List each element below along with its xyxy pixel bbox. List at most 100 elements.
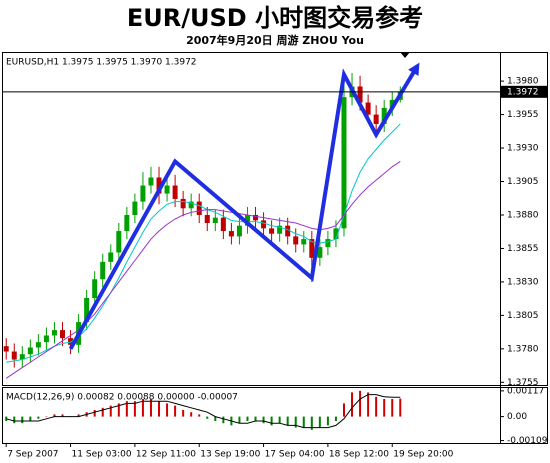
macd-bar <box>53 414 56 417</box>
candle-body <box>11 351 17 360</box>
macd-bar <box>141 399 144 417</box>
macd-bar <box>77 414 80 417</box>
y-tick-label: 1.3855 <box>507 244 539 254</box>
macd-bar <box>13 416 16 424</box>
x-tick-label: 18 Sep 12:00 <box>329 450 389 460</box>
y-tick-label: 1.3980 <box>507 77 539 87</box>
macd-bar <box>278 416 281 424</box>
x-tick-label: 7 Sep 2007 <box>7 450 58 460</box>
candle-body <box>365 102 371 115</box>
shift-marker <box>400 52 410 58</box>
macd-bar <box>351 392 354 417</box>
candle-body <box>51 330 57 336</box>
moving-average <box>5 161 401 379</box>
candle-body <box>309 239 315 258</box>
macd-bar <box>375 396 378 417</box>
candle-body <box>204 214 210 224</box>
y-tick-label: 1.3830 <box>507 277 539 287</box>
candle-body <box>100 261 106 280</box>
macd-bar <box>310 416 313 430</box>
candle-body <box>357 86 363 103</box>
main-label: EURUSD,H1 1.3975 1.3975 1.3970 1.3972 <box>6 58 197 68</box>
candle-body <box>269 228 275 234</box>
x-tick-label: 11 Sep 03:00 <box>72 450 132 460</box>
macd-bar <box>101 407 104 417</box>
macd-bar <box>61 414 64 417</box>
candle-body <box>180 198 186 209</box>
candle-body <box>228 231 234 237</box>
macd-bar <box>133 401 136 417</box>
candle-body <box>156 177 162 194</box>
macd-bar <box>45 416 48 418</box>
candle-body <box>244 214 250 226</box>
candle-body <box>301 239 307 245</box>
candle-body <box>27 347 33 355</box>
macd-bar <box>391 399 394 417</box>
y-tick-label: 1.3905 <box>507 177 539 187</box>
macd-bar <box>166 403 169 417</box>
macd-bar <box>383 399 386 417</box>
macd-bar <box>342 403 345 417</box>
y-tick-label: 1.3880 <box>507 210 539 220</box>
main-frame <box>2 52 548 386</box>
candle-body <box>148 177 154 186</box>
candle-body <box>19 354 25 360</box>
macd-bar <box>117 403 120 417</box>
candle-body <box>277 225 283 234</box>
candle-body <box>236 225 242 237</box>
x-tick-label: 12 Sep 11:00 <box>136 450 196 460</box>
y-tick-label: 0.00 <box>507 412 527 422</box>
candle-body <box>212 217 218 224</box>
y-tick-label: -0.00109 <box>507 436 548 446</box>
candle-body <box>164 185 170 194</box>
current-price-box <box>501 85 547 98</box>
candle-body <box>92 279 98 298</box>
candle-body <box>3 346 9 352</box>
candle-body <box>196 201 202 215</box>
y-tick-label: 1.3805 <box>507 311 539 321</box>
candle-body <box>116 231 122 253</box>
x-tick-label: 13 Sep 19:00 <box>200 450 260 460</box>
macd-bar <box>21 416 24 424</box>
candle-body <box>84 297 90 323</box>
candle-body <box>43 335 49 343</box>
zigzag-annotation <box>68 62 420 350</box>
candle-body <box>60 330 66 339</box>
macd-bar <box>238 416 241 424</box>
macd-label: MACD(12,26,9) 0.00082 0.00088 0.00000 -0… <box>6 393 238 403</box>
macd-bar <box>399 398 402 417</box>
candle-body <box>325 239 331 248</box>
candle-body <box>108 252 114 262</box>
macd-bar <box>334 416 337 421</box>
macd-bar <box>367 392 370 417</box>
macd-bar <box>93 410 96 417</box>
macd-bar <box>149 399 152 417</box>
macd-bar <box>125 401 128 417</box>
macd-bar <box>359 390 362 417</box>
macd-bar <box>270 416 273 426</box>
y-tick-label: 1.3930 <box>507 144 539 154</box>
candle-body <box>293 236 299 245</box>
macd-bar <box>222 416 225 424</box>
candle-body <box>253 214 259 221</box>
macd-bar <box>326 416 329 426</box>
candle-body <box>373 114 379 124</box>
candle-body <box>140 185 146 202</box>
chart-title: EUR/USD 小时图交易参考 <box>127 4 423 32</box>
candle-body <box>261 220 267 229</box>
x-tick-label: 17 Sep 04:00 <box>265 450 325 460</box>
x-tick-label: 19 Sep 20:00 <box>393 450 453 460</box>
chart-subtitle: 2007年9月20日 周游 ZHOU You <box>186 33 364 47</box>
candle-body <box>132 201 138 215</box>
macd-frame <box>2 387 548 444</box>
macd-bar <box>182 410 185 417</box>
macd-bar <box>286 416 289 426</box>
macd-bar <box>294 416 297 428</box>
candle-body <box>381 107 387 124</box>
y-tick-label: 1.3780 <box>507 344 539 354</box>
macd-line <box>6 394 401 429</box>
macd-bar <box>29 416 32 421</box>
macd-bar <box>254 416 257 421</box>
macd-bar <box>302 416 305 428</box>
